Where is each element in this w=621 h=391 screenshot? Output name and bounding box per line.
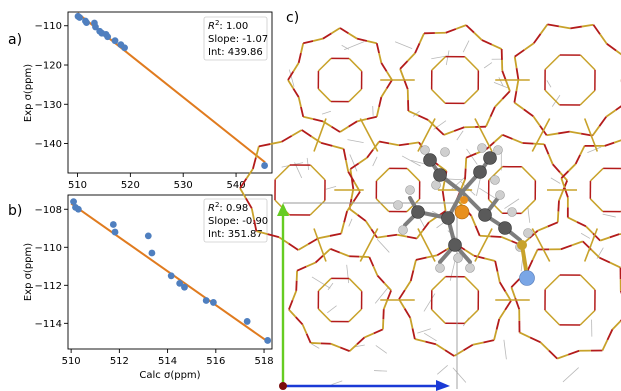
chart-b-intercept: Int: 351.87 [208, 229, 263, 240]
chart-b-ytick-label: −114 [35, 319, 62, 330]
chart-a-xtick-label: 530 [174, 180, 193, 191]
chart-a-ytick-label: −120 [35, 61, 62, 72]
chart-b-data-point [148, 249, 156, 257]
chart-b-ytick-label: −112 [35, 281, 62, 292]
chart-b-data-point [74, 205, 82, 213]
chart-b-data-point [210, 299, 217, 306]
chart-b-data-point [243, 318, 251, 325]
panel-a-letter: a) [8, 32, 22, 48]
chart-b-slope: Slope: -0.90 [208, 216, 268, 227]
chart-a-data-point [111, 37, 119, 45]
chart-b-ylabel: Exp σ(ppm) [23, 243, 34, 301]
chart-a-data-point [83, 19, 90, 27]
chart-a-data-point [104, 33, 112, 41]
chart-b-data-point [109, 221, 117, 228]
chart-a-ytick-label: −140 [35, 139, 62, 150]
chart-a-data-point [261, 162, 269, 169]
chart-b-frame [67, 194, 273, 350]
chart-a-slope: Slope: -1.07 [208, 34, 268, 45]
chart-a-data-point [76, 14, 84, 21]
chart-b: 510 512 514 516 518 −108 −110 −112 −114 Exp σ(pp… [23, 194, 274, 381]
chart-a-xtick-label: 520 [121, 180, 140, 191]
chart-b-data-point [264, 337, 272, 344]
chart-b-data-point [181, 283, 188, 291]
chart-b-ytick-label: −110 [35, 243, 62, 254]
chart-b-data-point [70, 198, 77, 206]
chart-b-ytick-label: −108 [35, 205, 62, 216]
chart-b-r2: R2: 0.98 [208, 201, 248, 214]
chart-a-intercept: Int: 439.86 [208, 47, 263, 58]
chart-a: 510 520 530 540−110−120−130−140 Exp σ(ppm) … [23, 11, 273, 191]
chart-b-xtick-label: 510 [62, 356, 81, 367]
chart-b-data-point [202, 297, 210, 304]
chart-a-data-point [121, 44, 128, 52]
panel-b-letter: b) [8, 203, 22, 219]
chart-b-xtick-label: 518 [254, 356, 273, 367]
chart-a-ytick-label: −110 [35, 21, 62, 32]
chart-b-data-point [144, 232, 152, 240]
chart-a-r2: R2: 1.00 [208, 19, 248, 32]
chart-b-xtick-label: 514 [158, 356, 177, 367]
chart-b-xtick-label: 516 [206, 356, 225, 367]
axis-arrow-y [277, 203, 289, 386]
axis-origin [279, 382, 287, 390]
chart-a-xtick-label: 510 [68, 180, 87, 191]
chart-a-ytick-label: −130 [35, 100, 62, 111]
chart-b-xtick-label: 512 [110, 356, 129, 367]
chart-b-data-point [111, 228, 119, 236]
chart-a-frame [67, 11, 273, 174]
chart-a-ylabel: Exp σ(ppm) [23, 64, 34, 122]
chart-a-xtick-label: 540 [227, 180, 246, 191]
chart-b-xlabel: Calc σ(ppm) [139, 370, 200, 381]
framework-rings [239, 23, 621, 360]
chart-b-stats-box: R2: 0.98 Slope: -0.90 Int: 351.87 [203, 198, 268, 243]
chart-a-data-point [92, 23, 99, 31]
panel-c-letter: c) [286, 10, 299, 26]
guest-molecule [393, 143, 535, 286]
chart-a-stats-box: R2: 1.00 Slope: -1.07 Int: 439.86 [203, 16, 268, 61]
chart-b-data-point [176, 280, 184, 287]
chart-b-data-point [167, 272, 175, 280]
axis-arrow-x [283, 380, 450, 391]
zeolite-framework-image [239, 23, 621, 391]
